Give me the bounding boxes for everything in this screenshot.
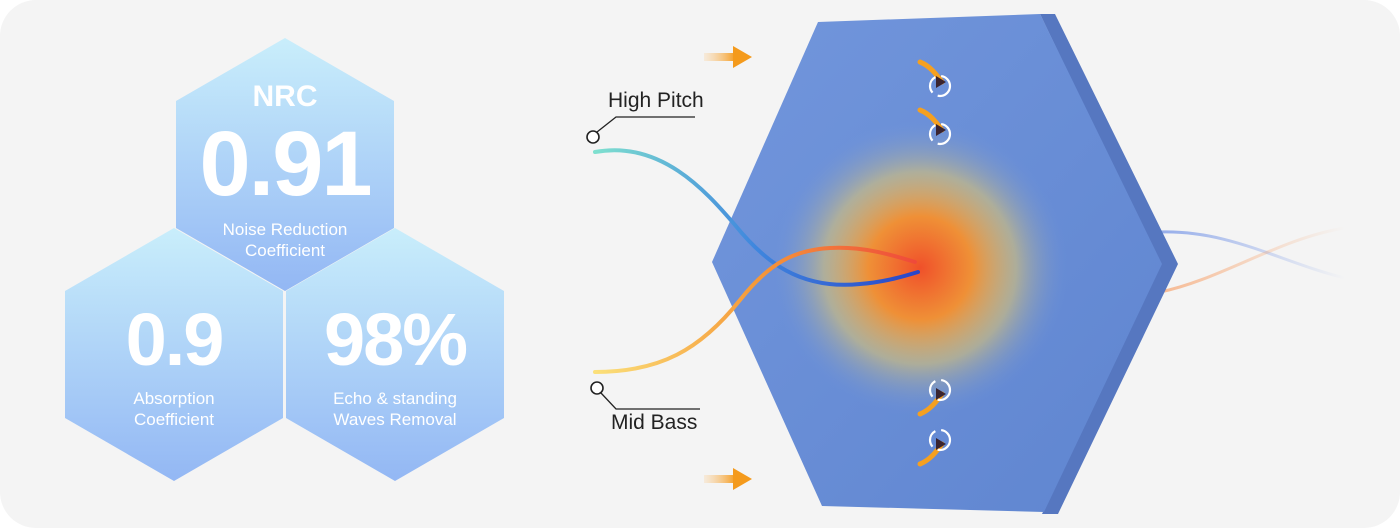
nrc-caption-line1: Noise Reduction [222, 220, 348, 239]
echo-hexagon [286, 228, 504, 481]
absorption-caption-line2: Coefficient [133, 410, 214, 429]
mid-bass-leader [600, 392, 700, 410]
absorption-hexagon [65, 228, 283, 481]
absorption-caption: Absorption Coefficient [74, 388, 274, 430]
echo-value: 98% [323, 298, 468, 381]
nrc-value: 0.91 [199, 113, 372, 215]
high-pitch-wave [593, 148, 920, 287]
absorption-glow [772, 120, 1068, 416]
high-pitch-leader [596, 116, 695, 133]
mid-bass-label: Mid Bass [611, 411, 698, 434]
arrow-top-icon [704, 46, 752, 68]
nrc-caption: Noise Reduction Coefficient [185, 219, 385, 261]
high-pitch-marker [586, 130, 600, 144]
nrc-caption-line2: Coefficient [244, 241, 325, 260]
absorption-caption-line1: Absorption [133, 389, 215, 408]
exit-wave-high [1159, 230, 1346, 280]
arrow-bottom-icon [704, 468, 752, 490]
absorption-value: 0.9 [125, 298, 225, 381]
echo-caption-line2: Waves Removal [333, 410, 457, 429]
nrc-hexagon [176, 38, 394, 291]
high-pitch-label: High Pitch [608, 89, 704, 112]
fiber-swirl-icon [917, 428, 952, 467]
echo-caption-line1: Echo & standing [333, 389, 457, 408]
echo-caption: Echo & standing Waves Removal [295, 388, 495, 430]
mid-bass-marker [590, 381, 604, 395]
fiber-swirl-icon [917, 107, 952, 146]
fiber-swirl-icon [917, 59, 952, 98]
mid-bass-wave [593, 245, 917, 374]
exit-wave-bass [1159, 226, 1346, 294]
nrc-label: NRC [252, 80, 318, 113]
fiber-swirl-icon [917, 378, 952, 417]
